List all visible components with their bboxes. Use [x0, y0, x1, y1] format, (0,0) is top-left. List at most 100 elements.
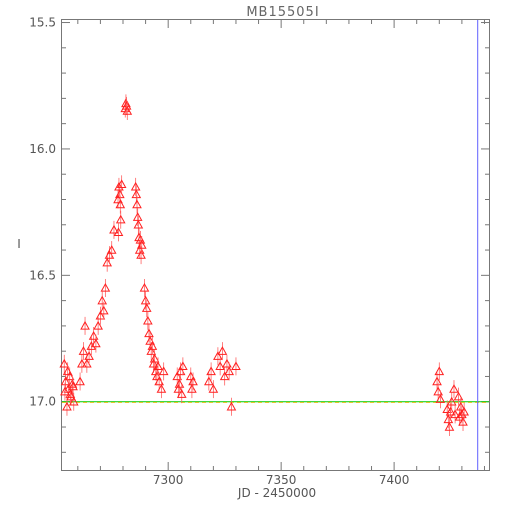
data-point: [98, 301, 109, 320]
x-tick-label: 7350: [266, 473, 297, 487]
triangle-marker: [97, 295, 108, 305]
triangle-marker: [68, 381, 78, 391]
data-point: [215, 357, 225, 376]
data-point: [153, 357, 163, 376]
triangle-marker: [59, 358, 70, 368]
triangle-marker: [143, 315, 153, 325]
data-point: [75, 372, 85, 391]
data-point: [204, 372, 214, 391]
triangle-marker: [109, 224, 119, 234]
data-point: [231, 357, 241, 376]
triangle-marker: [432, 376, 442, 386]
triangle-marker: [75, 376, 85, 386]
x-tick-label: 7300: [153, 473, 184, 487]
data-point: [93, 316, 103, 335]
triangle-marker: [217, 346, 228, 355]
triangle-marker: [208, 384, 219, 393]
data-point: [115, 195, 126, 214]
data-point: [432, 372, 442, 391]
triangle-marker: [206, 366, 216, 376]
data-point: [136, 246, 146, 265]
triangle-marker: [132, 212, 143, 221]
triangle-marker: [442, 404, 453, 414]
triangle-marker: [213, 351, 223, 360]
data-point: [208, 380, 219, 399]
triangle-marker: [68, 396, 79, 406]
triangle-marker: [450, 409, 460, 419]
triangle-marker: [100, 282, 111, 292]
triangle-marker: [153, 361, 163, 371]
triangle-marker: [449, 384, 459, 393]
data-point: [77, 354, 87, 373]
data-point: [174, 375, 185, 394]
triangle-marker: [84, 351, 94, 360]
data-point: [178, 357, 188, 376]
data-point: [91, 334, 101, 353]
data-point: [185, 367, 196, 386]
chart-title: MB15505I: [246, 5, 319, 20]
x-axis-label: JD - 2450000: [237, 486, 316, 500]
triangle-marker: [149, 353, 160, 363]
triangle-marker: [62, 366, 73, 376]
data-point: [60, 372, 71, 391]
triangle-marker: [458, 416, 468, 426]
data-point: [106, 241, 117, 260]
data-point: [459, 402, 469, 421]
triangle-marker: [453, 391, 464, 401]
y-tick-label: 16.0: [29, 142, 56, 156]
data-point: [60, 382, 70, 401]
triangle-marker: [62, 401, 72, 411]
data-point: [132, 208, 143, 227]
data-point: [133, 215, 144, 234]
data-point: [145, 332, 155, 351]
data-point: [188, 372, 198, 391]
data-point: [136, 236, 147, 254]
triangle-marker: [60, 386, 70, 396]
data-point: [86, 337, 97, 356]
data-point: [113, 223, 124, 242]
triangle-marker: [114, 181, 124, 191]
triangle-marker: [131, 189, 142, 199]
data-point: [187, 380, 197, 399]
data-point: [130, 177, 141, 196]
plot-frame: [61, 19, 490, 471]
triangle-marker: [144, 328, 154, 338]
data-point: [131, 185, 142, 204]
triangle-marker: [121, 98, 131, 108]
triangle-marker: [188, 376, 198, 386]
data-point: [158, 362, 169, 381]
data-point: [62, 362, 73, 381]
triangle-marker: [80, 320, 90, 330]
triangle-marker: [78, 346, 89, 355]
data-point: [139, 278, 150, 297]
triangle-marker: [141, 303, 152, 312]
triangle-marker: [435, 394, 446, 403]
data-point: [453, 387, 464, 406]
data-point: [132, 195, 142, 214]
data-point: [444, 418, 455, 437]
triangle-marker: [176, 389, 187, 398]
data-point: [78, 342, 89, 361]
data-point: [458, 412, 468, 431]
data-point: [68, 377, 78, 396]
triangle-marker: [156, 384, 167, 393]
data-point: [59, 354, 70, 373]
data-point: [433, 382, 444, 401]
triangle-marker: [173, 384, 184, 393]
triangle-marker: [226, 401, 237, 411]
triangle-marker: [133, 219, 144, 229]
triangle-marker: [139, 282, 150, 292]
y-tick-label: 17.0: [29, 395, 56, 409]
data-point: [109, 220, 119, 239]
y-tick-label: 15.5: [29, 16, 56, 30]
data-point: [213, 347, 223, 366]
data-point: [102, 253, 113, 272]
triangle-marker: [231, 361, 241, 371]
triangle-marker: [114, 189, 125, 199]
data-point: [147, 337, 158, 356]
data-point: [97, 291, 108, 310]
data-point: [434, 362, 445, 381]
data-point: [435, 390, 446, 409]
triangle-marker: [60, 376, 71, 386]
triangle-marker: [444, 421, 455, 431]
